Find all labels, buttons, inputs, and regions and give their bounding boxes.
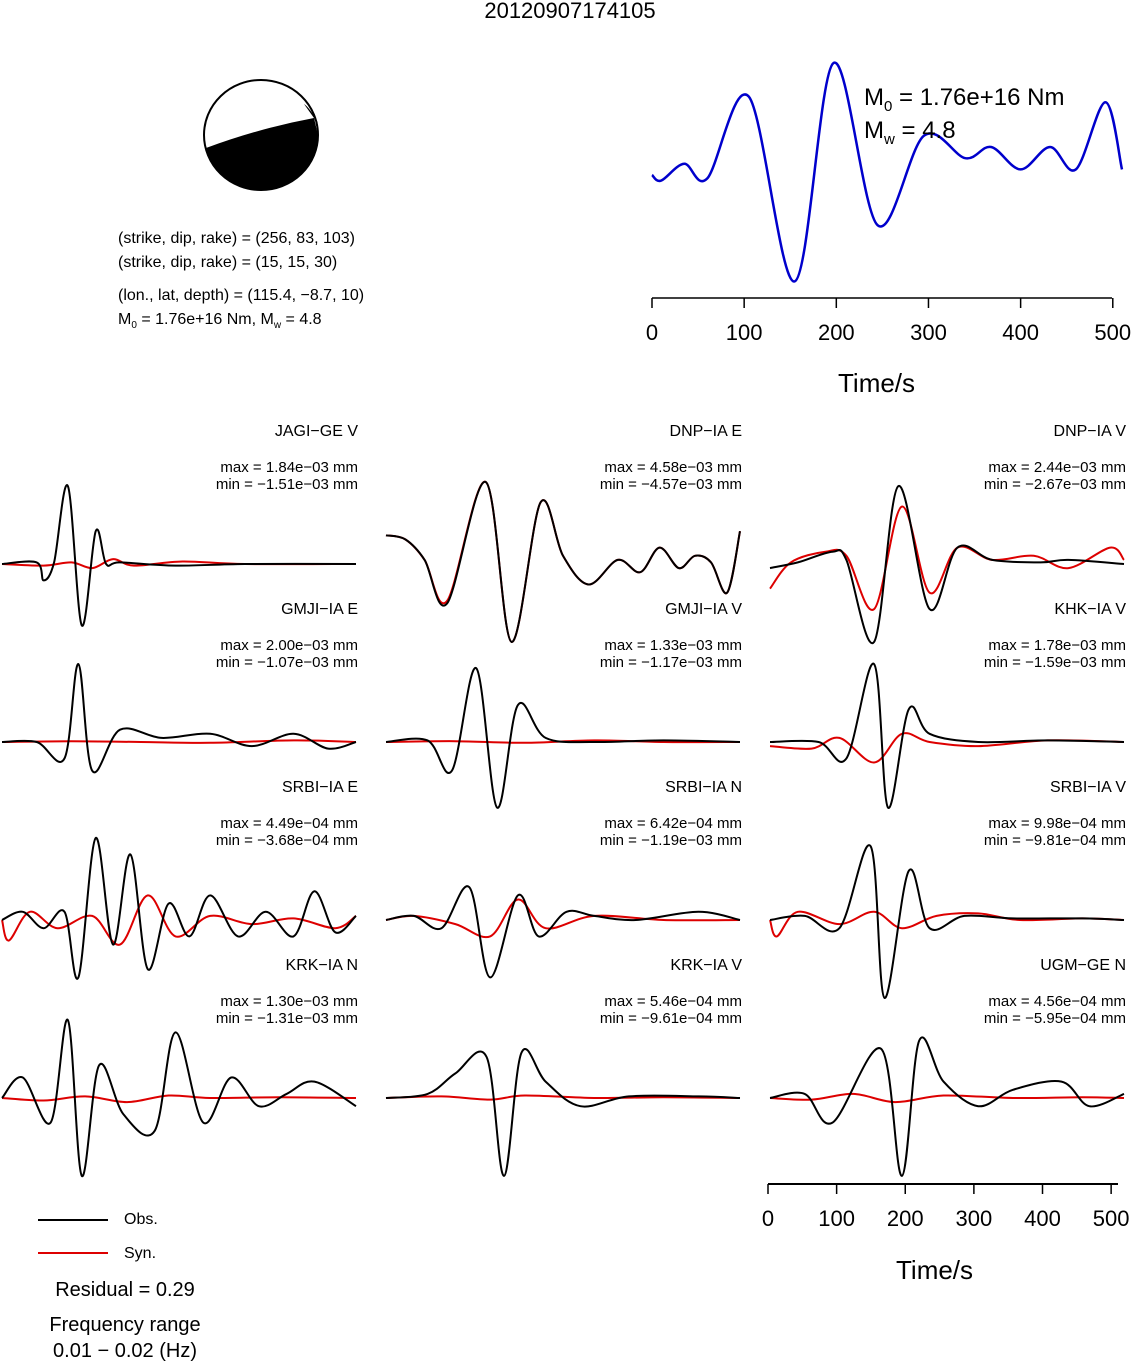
observed-trace xyxy=(1,484,357,627)
station-min-label: min = −1.19e−03 mm xyxy=(599,832,742,849)
waveform-plot xyxy=(385,667,741,809)
station-max-label: max = 2.44e−03 mm xyxy=(988,459,1126,476)
waveform-tick-label: 200 xyxy=(886,1206,924,1231)
waveform-tick-label: 100 xyxy=(818,1206,855,1231)
waveform-tick-label: 300 xyxy=(955,1206,993,1231)
station-label: SRBI−IA V xyxy=(1049,779,1126,796)
station-max-label: max = 1.33e−03 mm xyxy=(604,637,742,654)
station-label: JAGI−GE V xyxy=(274,423,358,440)
observed-trace xyxy=(385,1048,741,1177)
station-label: GMJI−IA V xyxy=(665,601,742,618)
station-max-label: max = 5.46e−04 mm xyxy=(604,993,742,1010)
synthetic-trace xyxy=(769,732,1125,764)
legend-lines xyxy=(38,1219,108,1254)
synthetic-trace xyxy=(385,1094,741,1101)
synthetic-trace xyxy=(769,1092,1125,1104)
station-min-label: min = −1.31e−03 mm xyxy=(215,1010,358,1027)
observed-trace xyxy=(385,885,741,979)
station-max-label: max = 4.58e−03 mm xyxy=(604,459,742,476)
waveform-tick-label: 400 xyxy=(1024,1206,1061,1231)
station-min-label: min = −9.81e−04 mm xyxy=(983,832,1126,849)
station-label: DNP−IA E xyxy=(669,423,742,440)
synthetic-trace xyxy=(385,898,741,939)
legend-syn-label: Syn. xyxy=(124,1245,157,1262)
station-max-label: max = 6.42e−04 mm xyxy=(604,815,742,832)
observed-trace xyxy=(385,667,741,809)
stf-curve xyxy=(651,61,1124,283)
waveform-plot xyxy=(1,663,357,774)
waveform-x-axis-label: Time/s xyxy=(896,1255,974,1285)
waveform-plot xyxy=(385,480,741,643)
station-label: DNP−IA V xyxy=(1053,423,1126,440)
frequency-range-value: 0.01 − 0.02 (Hz) xyxy=(53,1340,197,1362)
station-max-label: max = 4.56e−04 mm xyxy=(988,993,1126,1010)
station-min-label: min = −4.57e−03 mm xyxy=(599,476,742,493)
location-line: (lon., lat, depth) = (115.4, −8.7, 10) xyxy=(118,287,365,304)
waveform-tick-label: 500 xyxy=(1092,1206,1130,1231)
station-label: KHK−IA V xyxy=(1054,601,1126,618)
station-max-label: max = 1.84e−03 mm xyxy=(220,459,358,476)
mechanism-line-1: (strike, dip, rake) = (256, 83, 103) xyxy=(118,230,355,247)
station-max-label: max = 4.49e−04 mm xyxy=(220,815,358,832)
stf-tick-label: 500 xyxy=(1094,320,1132,345)
mechanism-line-2: (strike, dip, rake) = (15, 15, 30) xyxy=(118,254,338,271)
synthetic-trace xyxy=(769,505,1125,611)
stf-tick-label: 0 xyxy=(645,320,659,345)
stf-tick-label: 200 xyxy=(817,320,855,345)
observed-trace xyxy=(769,1036,1125,1177)
observed-trace xyxy=(769,844,1125,999)
station-max-label: max = 2.00e−03 mm xyxy=(220,637,358,654)
legend-obs-label: Obs. xyxy=(124,1211,158,1228)
synthetic-trace xyxy=(769,910,1125,938)
station-min-label: min = −1.59e−03 mm xyxy=(983,654,1126,671)
station-label: KRK−IA N xyxy=(285,957,358,974)
station-label: SRBI−IA E xyxy=(281,779,358,796)
stf-tick-label: 300 xyxy=(910,320,947,345)
moment-line: M0 = 1.76e+16 Nm, Mw = 4.8 xyxy=(118,311,322,332)
station-min-label: min = −1.51e−03 mm xyxy=(215,476,358,493)
station-max-label: max = 1.78e−03 mm xyxy=(988,637,1126,654)
waveform-time-axis xyxy=(767,1183,1118,1194)
waveform-plot xyxy=(1,836,357,980)
observed-trace xyxy=(769,663,1125,809)
stf-x-axis-label: Time/s xyxy=(838,368,916,398)
stf-tick-label: 400 xyxy=(1002,320,1039,345)
waveform-plot xyxy=(769,1036,1125,1177)
station-min-label: min = −1.07e−03 mm xyxy=(215,654,358,671)
residual-label: Residual = 0.29 xyxy=(55,1279,195,1301)
beachball-icon xyxy=(203,79,319,191)
station-max-label: max = 1.30e−03 mm xyxy=(220,993,358,1010)
stf-m0-label: M0 = 1.76e+16 Nm xyxy=(864,84,1065,115)
stf-mw-label: Mw = 4.8 xyxy=(864,117,956,148)
stf-tick-label: 100 xyxy=(725,320,763,345)
observed-trace xyxy=(769,485,1125,645)
figure-title: 20120907174105 xyxy=(484,0,656,23)
frequency-range-label: Frequency range xyxy=(49,1314,201,1336)
station-min-label: min = −5.95e−04 mm xyxy=(983,1010,1126,1027)
station-label: SRBI−IA N xyxy=(665,779,742,796)
waveform-plot xyxy=(385,1048,741,1177)
station-label: UGM−GE N xyxy=(1040,957,1126,974)
waveform-plot xyxy=(769,844,1125,999)
station-min-label: min = −1.17e−03 mm xyxy=(599,654,742,671)
waveform-plot xyxy=(769,485,1125,645)
waveform-tick-label: 0 xyxy=(761,1206,775,1231)
observed-trace xyxy=(1,836,357,980)
observed-trace xyxy=(1,663,357,774)
station-min-label: min = −2.67e−03 mm xyxy=(983,476,1126,493)
observed-trace xyxy=(1,1019,357,1177)
station-min-label: min = −9.61e−04 mm xyxy=(599,1010,742,1027)
waveform-plot xyxy=(1,1019,357,1177)
station-label: KRK−IA V xyxy=(670,957,742,974)
synthetic-trace xyxy=(1,739,357,744)
waveform-plot xyxy=(385,885,741,979)
waveform-plot xyxy=(769,663,1125,809)
station-max-label: max = 9.98e−04 mm xyxy=(988,815,1126,832)
station-label: GMJI−IA E xyxy=(281,601,358,618)
synthetic-trace xyxy=(1,894,357,946)
station-min-label: min = −3.68e−04 mm xyxy=(215,832,358,849)
source-time-function-chart xyxy=(651,61,1124,308)
observed-trace xyxy=(385,480,741,643)
waveform-plot xyxy=(1,484,357,627)
